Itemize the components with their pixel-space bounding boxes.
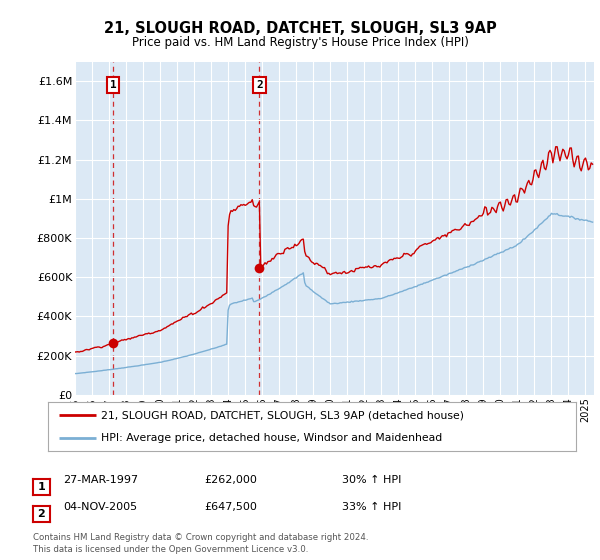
Text: 30% ↑ HPI: 30% ↑ HPI (342, 475, 401, 486)
Text: Contains HM Land Registry data © Crown copyright and database right 2024.
This d: Contains HM Land Registry data © Crown c… (33, 533, 368, 554)
Text: 1: 1 (110, 80, 116, 90)
Text: 2: 2 (256, 80, 263, 90)
Text: HPI: Average price, detached house, Windsor and Maidenhead: HPI: Average price, detached house, Wind… (101, 433, 442, 444)
Text: 1: 1 (38, 482, 45, 492)
Text: 2: 2 (38, 509, 45, 519)
Text: 33% ↑ HPI: 33% ↑ HPI (342, 502, 401, 512)
Text: 21, SLOUGH ROAD, DATCHET, SLOUGH, SL3 9AP (detached house): 21, SLOUGH ROAD, DATCHET, SLOUGH, SL3 9A… (101, 410, 464, 421)
Text: 04-NOV-2005: 04-NOV-2005 (63, 502, 137, 512)
Text: 27-MAR-1997: 27-MAR-1997 (63, 475, 138, 486)
Text: £262,000: £262,000 (204, 475, 257, 486)
Text: 21, SLOUGH ROAD, DATCHET, SLOUGH, SL3 9AP: 21, SLOUGH ROAD, DATCHET, SLOUGH, SL3 9A… (104, 21, 496, 36)
Text: Price paid vs. HM Land Registry's House Price Index (HPI): Price paid vs. HM Land Registry's House … (131, 36, 469, 49)
Text: £647,500: £647,500 (204, 502, 257, 512)
